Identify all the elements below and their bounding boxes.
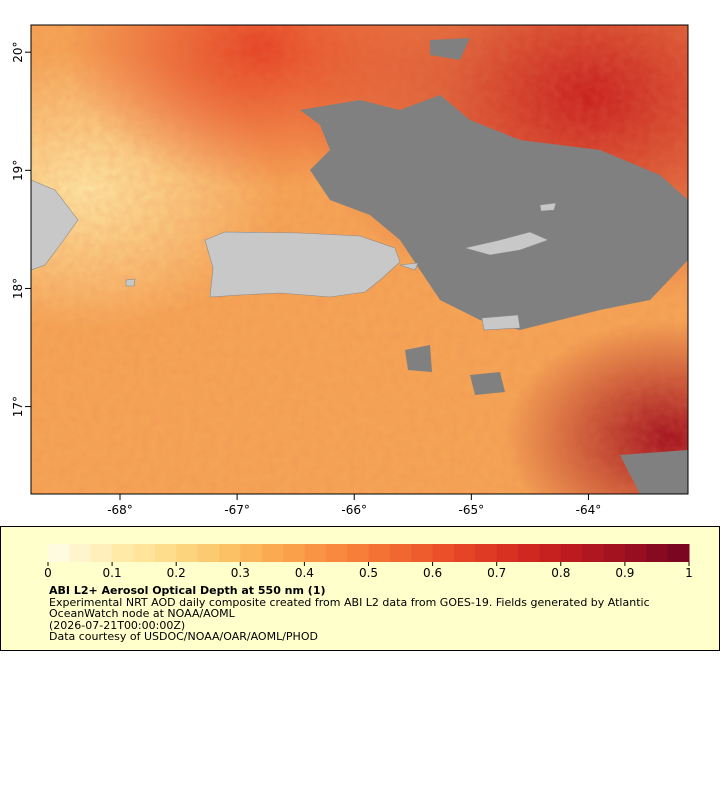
- colorbar-step: [582, 544, 605, 562]
- legend: 0 0.1 0.2 0.3 0.4 0.5 0.6 0.7 0.8 0.9 1 ABI L2+ Ae…: [0, 526, 720, 651]
- colorbar-step: [496, 544, 519, 562]
- colorbar-step: [304, 544, 327, 562]
- colorbar-tick-label: 0.9: [615, 566, 634, 580]
- colorbar-tick-label: 0: [44, 566, 52, 580]
- colorbar-step: [368, 544, 391, 562]
- colorbar-tick-label: 1: [685, 566, 693, 580]
- colorbar-step: [218, 544, 241, 562]
- colorbar-tick-label: 0.3: [231, 566, 250, 580]
- colorbar-step: [133, 544, 156, 562]
- lon-tick-label: -67°: [224, 503, 250, 517]
- map: -68° -67° -66° -65° -64° 20° 19° 18° 17°: [11, 24, 689, 517]
- colorbar-step: [176, 544, 199, 562]
- map-raster: [31, 25, 688, 494]
- colorbar-step: [283, 544, 305, 562]
- lat-tick-label: 18°: [11, 278, 25, 299]
- lat-tick-label: 20°: [11, 42, 25, 63]
- colorbar-step: [411, 544, 434, 562]
- legend-title: ABI L2+ Aerosol Optical Depth at 550 nm …: [49, 584, 326, 597]
- lon-tick-label: -64°: [576, 503, 602, 517]
- colorbar-tick-label: 0.7: [487, 566, 506, 580]
- colorbar-step: [432, 544, 455, 562]
- colorbar-step: [48, 544, 70, 562]
- legend-time: (2026-07-21T00:00:00Z): [49, 618, 186, 632]
- colorbar-step: [389, 544, 412, 562]
- colorbar-step: [69, 544, 92, 562]
- colorbar-step: [197, 544, 220, 562]
- colorbar-step: [261, 544, 284, 562]
- colorbar-step: [624, 544, 647, 562]
- legend-credit: Data courtesy of USDOC/NOAA/OAR/AOML/PHO…: [49, 630, 318, 643]
- colorbar-step: [667, 544, 690, 562]
- legend-description: Experimental NRT AOD daily composite cre…: [49, 595, 650, 620]
- colorbar-step: [646, 544, 669, 562]
- colorbar-step: [453, 544, 476, 562]
- colorbar-tick-label: 0.2: [167, 566, 186, 580]
- colorbar-tick-label: 0.8: [551, 566, 570, 580]
- legend-text: ABI L2+ Aerosol Optical Depth at 550 nm …: [49, 585, 679, 643]
- lon-tick-label: -65°: [459, 503, 485, 517]
- lon-tick-label: -66°: [341, 503, 367, 517]
- colorbar-tick-label: 0.1: [103, 566, 122, 580]
- colorbar-step: [475, 544, 498, 562]
- colorbar-tick-label: 0.6: [423, 566, 442, 580]
- lat-tick-label: 19°: [11, 160, 25, 181]
- colorbar: 0 0.1 0.2 0.3 0.4 0.5 0.6 0.7 0.8 0.9 1: [44, 544, 693, 580]
- colorbar-step: [539, 544, 562, 562]
- lon-tick-label: -68°: [107, 503, 133, 517]
- colorbar-step: [518, 544, 540, 562]
- lat-tick-label: 17°: [11, 396, 25, 417]
- colorbar-step: [112, 544, 134, 562]
- colorbar-step: [90, 544, 113, 562]
- map-frame: [30, 24, 689, 495]
- colorbar-step: [154, 544, 177, 562]
- colorbar-tick-label: 0.5: [359, 566, 378, 580]
- colorbar-step: [603, 544, 626, 562]
- colorbar-step: [325, 544, 348, 562]
- colorbar-step: [347, 544, 369, 562]
- colorbar-step: [560, 544, 583, 562]
- colorbar-step: [240, 544, 263, 562]
- colorbar-tick-label: 0.4: [295, 566, 314, 580]
